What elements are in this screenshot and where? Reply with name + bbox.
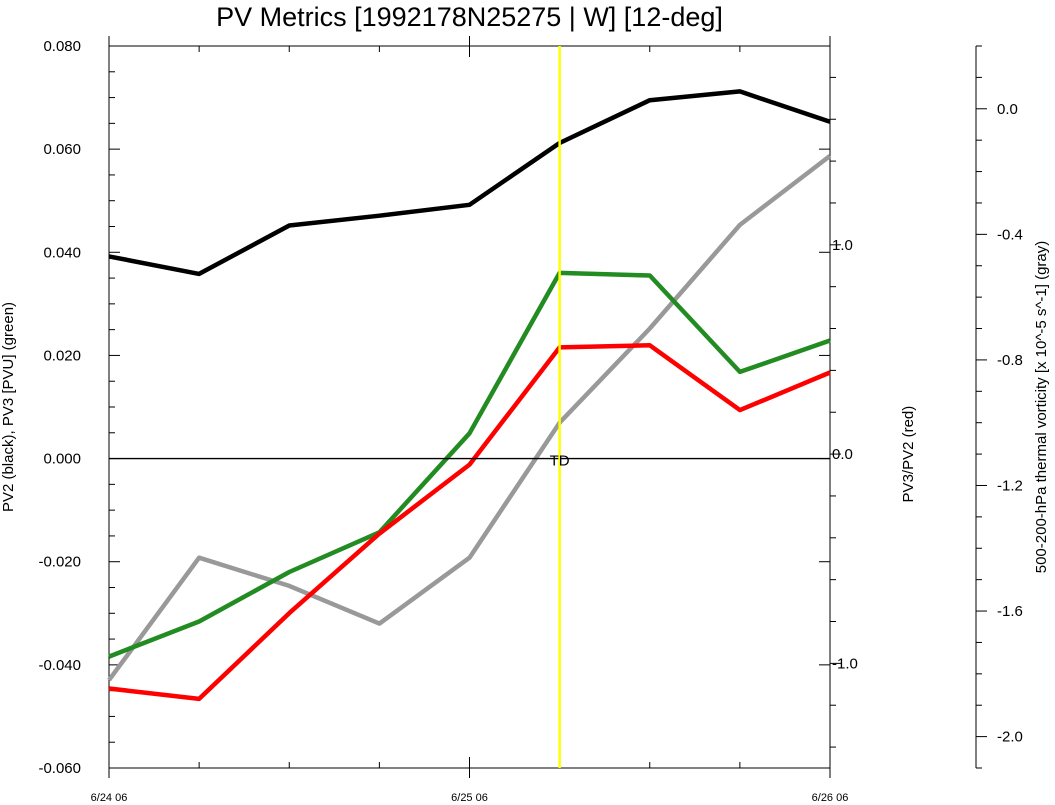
- x-tick-label: 6/25 06: [451, 792, 488, 804]
- right-axis-ratio: -1.0 0.0 1.0: [830, 76, 858, 748]
- vorticity-tick-label: -0.4: [997, 226, 1023, 243]
- pv2-line: [108, 89, 831, 277]
- left-tick-label: -0.020: [38, 554, 81, 571]
- chart-title: PV Metrics [1992178N25275 | W] [12-deg]: [216, 2, 723, 32]
- overlay-layer: TD: [109, 46, 830, 768]
- plot-frame: [108, 45, 831, 769]
- vorticity-tick-label: -2.0: [997, 729, 1023, 746]
- left-tick-label: 0.080: [43, 38, 81, 55]
- left-tick-label: 0.000: [43, 451, 81, 468]
- left-tick-label: -0.040: [38, 657, 81, 674]
- vorticity-tick-label: -1.2: [997, 477, 1023, 494]
- series-layer: [107, 89, 832, 702]
- right-axis-vorticity: -2.0 -1.6 -1.2 -0.8 -0.4 0.0: [975, 45, 1023, 769]
- pv3-line: [108, 270, 831, 659]
- ratio-tick-label: 0.0: [832, 446, 853, 463]
- left-axis-label: PV2 (black), PV3 [PVU] (green): [0, 302, 17, 512]
- left-tick-label: 0.020: [43, 347, 81, 364]
- vorticity-tick-label: -0.8: [997, 352, 1023, 369]
- left-axis: -0.060 -0.040 -0.020 0.000 0.020 0.040 0.060 0.…: [38, 38, 830, 777]
- ratio-tick-label: 1.0: [832, 237, 853, 254]
- x-tick-label: 6/26 06: [812, 792, 849, 804]
- td-annotation: TD: [550, 453, 570, 470]
- vorticity-tick-label: 0.0: [997, 101, 1018, 118]
- right-axis-ratio-label: PV3/PV2 (red): [900, 406, 917, 503]
- ratio-tick-label: -1.0: [832, 655, 858, 672]
- right-axis-vorticity-label: 500-200-hPa thermal vorticity [x 10^-5 s…: [1033, 241, 1050, 574]
- vorticity-tick-label: -1.6: [997, 603, 1023, 620]
- vorticity-line: [107, 154, 832, 682]
- plot-border: [108, 45, 831, 769]
- ratio-line: [108, 343, 831, 702]
- left-tick-label: 0.060: [43, 141, 81, 158]
- x-tick-label: 6/24 06: [91, 792, 128, 804]
- left-tick-label: 0.040: [43, 244, 81, 261]
- left-tick-label: -0.060: [38, 760, 81, 777]
- x-axis: 6/24 06 6/25 06 6/26 06: [91, 36, 849, 804]
